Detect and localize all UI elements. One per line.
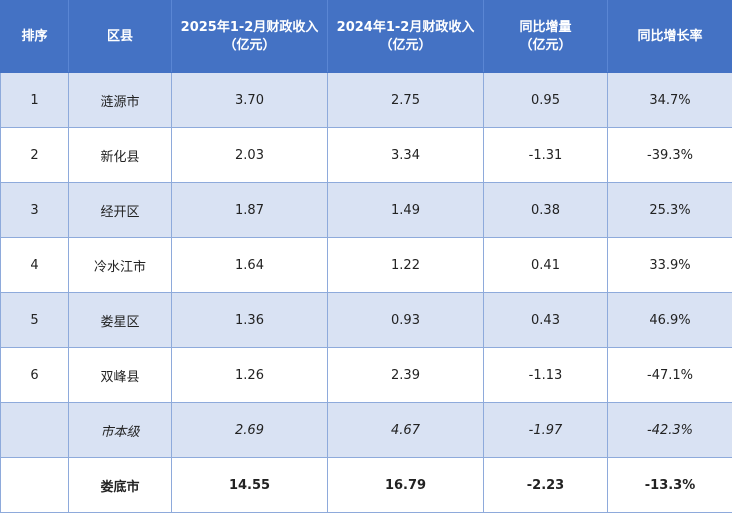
cell-rank: 1 <box>0 72 69 128</box>
cell-rank: 6 <box>0 347 69 403</box>
cell-yoy-increase: 0.38 <box>483 182 608 238</box>
cell-revenue-2024: 2.75 <box>327 72 484 128</box>
cell-rank <box>0 457 69 513</box>
cell-revenue-2025: 2.03 <box>171 127 328 183</box>
cell-revenue-2024: 1.49 <box>327 182 484 238</box>
cell-yoy-rate: 25.3% <box>607 182 732 238</box>
cell-revenue-2024: 2.39 <box>327 347 484 403</box>
cell-revenue-2025: 1.64 <box>171 237 328 293</box>
cell-rank: 5 <box>0 292 69 348</box>
cell-revenue-2025: 1.36 <box>171 292 328 348</box>
cell-revenue-2025: 1.87 <box>171 182 328 238</box>
cell-rank: 4 <box>0 237 69 293</box>
cell-yoy-rate: 46.9% <box>607 292 732 348</box>
cell-district: 娄星区 <box>68 292 172 348</box>
cell-revenue-2024: 4.67 <box>327 402 484 458</box>
cell-district: 娄底市 <box>68 457 172 513</box>
header-revenue-2024-title: 2024年1-2月财政收入 <box>336 19 475 35</box>
cell-yoy-increase: -1.13 <box>483 347 608 403</box>
header-revenue-2025-unit: （亿元） <box>223 37 276 53</box>
cell-revenue-2024: 0.93 <box>327 292 484 348</box>
header-yoy-increase-title: 同比增量 <box>519 19 572 35</box>
header-district: 区县 <box>68 0 172 73</box>
cell-yoy-rate: 33.9% <box>607 237 732 293</box>
table-row: 4 冷水江市 1.64 1.22 0.41 33.9% <box>0 237 732 293</box>
cell-yoy-rate: -13.3% <box>607 457 732 513</box>
cell-rank <box>0 402 69 458</box>
cell-revenue-2025: 14.55 <box>171 457 328 513</box>
cell-yoy-increase: -2.23 <box>483 457 608 513</box>
cell-revenue-2025: 3.70 <box>171 72 328 128</box>
cell-revenue-2025: 2.69 <box>171 402 328 458</box>
cell-revenue-2024: 3.34 <box>327 127 484 183</box>
header-revenue-2024: 2024年1-2月财政收入 （亿元） <box>327 0 484 73</box>
header-yoy-rate: 同比增长率 <box>607 0 732 73</box>
cell-yoy-increase: -1.31 <box>483 127 608 183</box>
cell-district: 涟源市 <box>68 72 172 128</box>
cell-yoy-increase: 0.41 <box>483 237 608 293</box>
table-row: 3 经开区 1.87 1.49 0.38 25.3% <box>0 182 732 238</box>
cell-yoy-increase: 0.43 <box>483 292 608 348</box>
cell-district: 市本级 <box>68 402 172 458</box>
cell-revenue-2024: 16.79 <box>327 457 484 513</box>
header-row: 排序 区县 2025年1-2月财政收入 （亿元） 2024年1-2月财政收入 （… <box>0 0 732 73</box>
cell-revenue-2024: 1.22 <box>327 237 484 293</box>
header-rank: 排序 <box>0 0 69 73</box>
table-row-city-level: 市本级 2.69 4.67 -1.97 -42.3% <box>0 402 732 458</box>
cell-rank: 3 <box>0 182 69 238</box>
cell-yoy-rate: -39.3% <box>607 127 732 183</box>
cell-yoy-rate: -42.3% <box>607 402 732 458</box>
cell-district: 经开区 <box>68 182 172 238</box>
header-revenue-2025-title: 2025年1-2月财政收入 <box>180 19 319 35</box>
cell-rank: 2 <box>0 127 69 183</box>
table-row-total: 娄底市 14.55 16.79 -2.23 -13.3% <box>0 457 732 513</box>
cell-district: 新化县 <box>68 127 172 183</box>
header-yoy-increase: 同比增量 （亿元） <box>483 0 608 73</box>
table-row: 6 双峰县 1.26 2.39 -1.13 -47.1% <box>0 347 732 403</box>
table-row: 2 新化县 2.03 3.34 -1.31 -39.3% <box>0 127 732 183</box>
header-yoy-increase-unit: （亿元） <box>519 37 572 53</box>
table-row: 1 涟源市 3.70 2.75 0.95 34.7% <box>0 72 732 128</box>
cell-revenue-2025: 1.26 <box>171 347 328 403</box>
cell-district: 冷水江市 <box>68 237 172 293</box>
cell-district: 双峰县 <box>68 347 172 403</box>
cell-yoy-increase: 0.95 <box>483 72 608 128</box>
header-revenue-2025: 2025年1-2月财政收入 （亿元） <box>171 0 328 73</box>
cell-yoy-increase: -1.97 <box>483 402 608 458</box>
cell-yoy-rate: 34.7% <box>607 72 732 128</box>
header-revenue-2024-unit: （亿元） <box>379 37 432 53</box>
cell-yoy-rate: -47.1% <box>607 347 732 403</box>
table-row: 5 娄星区 1.36 0.93 0.43 46.9% <box>0 292 732 348</box>
